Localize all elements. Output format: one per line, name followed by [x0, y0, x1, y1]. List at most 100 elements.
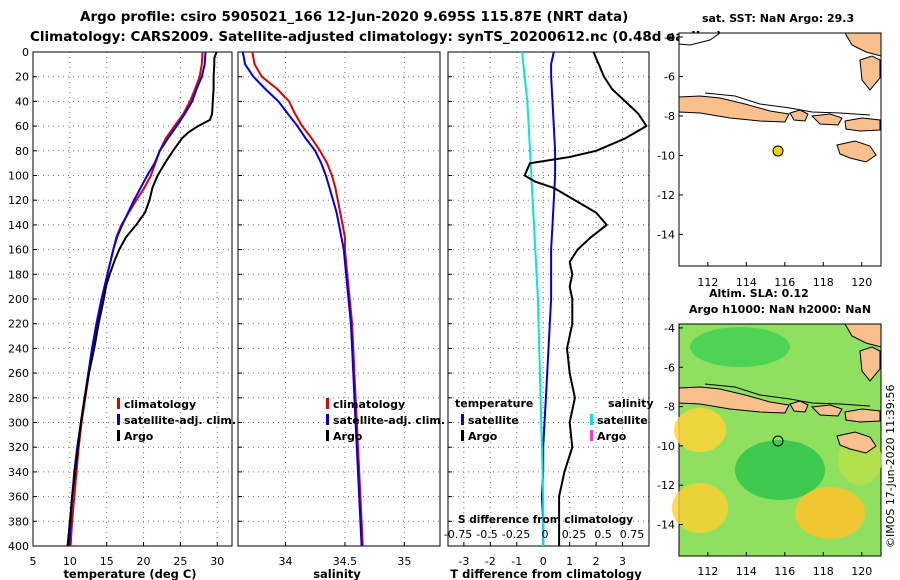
title-line-2: Climatology: CARS2009. Satellite-adjuste…	[30, 29, 722, 45]
kalimantan-shape	[844, 32, 882, 57]
bali-island-shape	[789, 109, 809, 122]
y-tick-label: 160	[8, 244, 29, 257]
y-tick-label: 0	[22, 46, 29, 59]
map-y-tick-label: -8	[664, 110, 675, 123]
y-tick-label: 60	[15, 120, 29, 133]
legend-swatch-satellite	[117, 414, 120, 425]
sumba-island-shape	[836, 140, 877, 163]
map-y-tick-label: -6	[664, 70, 675, 83]
sla-blob-west	[674, 408, 726, 452]
temperature-legend: climatology satellite-adj. clim. Argo	[117, 398, 236, 443]
sdiff-tick-label: 0.5	[594, 528, 612, 541]
kalimantan-shape	[844, 323, 882, 348]
legend-swatch-s-satellite	[590, 414, 593, 425]
sst-map: 112 114 116 118 120 -4 -6 -8 -10 -12 -14	[657, 31, 882, 289]
sdiff-tick-label: -0.75	[444, 528, 472, 541]
x-tick-label: 5	[30, 555, 37, 568]
lombok-island-shape	[810, 404, 843, 417]
legend-swatch-climatology	[326, 398, 329, 409]
map-x-tick-label: 120	[851, 565, 872, 578]
x-tick-label: 1	[566, 555, 573, 568]
sla-blob-southeast	[795, 487, 865, 539]
sla-argo-dot	[772, 435, 784, 447]
y-tick-label: 180	[8, 268, 29, 281]
series-line-climatology	[251, 52, 364, 546]
y-tick-label: 200	[8, 293, 29, 306]
sla-blob-center	[735, 440, 825, 500]
map-x-tick-label: 112	[697, 276, 718, 289]
sumba-island-shape	[836, 431, 877, 454]
legend-salinity-heading: salinity	[608, 397, 654, 410]
y-tick-label: 400	[8, 540, 29, 553]
legend-swatch-climatology	[117, 398, 120, 409]
difference-xlabel: T difference from climatology	[450, 567, 642, 580]
grid-lines	[32, 52, 649, 546]
y-tick-label: 20	[15, 71, 29, 84]
x-tick-label: 0	[540, 555, 547, 568]
sst-coastline	[704, 92, 871, 116]
sla-blob-southwest	[672, 483, 728, 533]
sst-map-title: sat. SST: NaN Argo: 29.3	[702, 12, 854, 25]
legend-climatology: climatology	[333, 398, 405, 411]
sumbawa-island-shape	[844, 117, 881, 132]
sdiff-tick-label: 0.25	[562, 528, 587, 541]
sla-field	[672, 327, 882, 539]
y-tick-label: 320	[8, 441, 29, 454]
salinity-xlabel: salinity	[313, 567, 361, 580]
sla-subtitle: Altim. SLA: 0.12	[709, 287, 809, 300]
map-x-tick-label: 118	[813, 276, 834, 289]
difference-legend: temperature satellite Argo salinity sate…	[455, 397, 654, 443]
x-tick-label: 35	[397, 555, 411, 568]
map-x-tick-label: 114	[736, 276, 757, 289]
temperature-xlabel: temperature (deg C)	[63, 567, 196, 580]
x-tick-label: 3	[619, 555, 626, 568]
x-tick-label: 25	[173, 555, 187, 568]
sla-blob-north	[690, 327, 790, 367]
temperature-series	[66, 52, 218, 546]
x-tick-label: 15	[100, 555, 114, 568]
series-line-satellite-adj-clim-	[68, 52, 207, 546]
y-tick-label: 120	[8, 194, 29, 207]
title-line-1: Argo profile: csiro 5905021_166 12-Jun-2…	[80, 9, 628, 25]
map-y-tick-label: -4	[664, 322, 675, 335]
map-y-tick-label: -14	[657, 228, 675, 241]
sla-map: 112 114 116 118 120 -4 -6 -8 -10 -12 -14	[657, 322, 882, 578]
y-tick-label: 80	[15, 145, 29, 158]
sdiff-title: S difference from climatology	[458, 514, 633, 526]
y-tick-label: 360	[8, 491, 29, 504]
sdiff-tick-labels: -0.75 -0.5 -0.25 0 0.25 0.5 0.75	[444, 528, 644, 541]
sst-coast-shape	[678, 32, 722, 46]
series-line-climatology	[69, 52, 204, 546]
legend-s-satellite: satellite	[597, 414, 648, 427]
map-x-tick-label: 120	[851, 276, 872, 289]
series-line-satellite-adj-clim-	[241, 52, 363, 546]
bali-island-shape	[789, 400, 809, 413]
x-tick-label: 30	[210, 555, 224, 568]
legend-swatch-t-argo	[461, 430, 464, 441]
y-tick-label: 100	[8, 170, 29, 183]
sdiff-tick-label: -0.5	[476, 528, 497, 541]
sst-land	[678, 32, 882, 163]
sst-argo-dot	[772, 145, 784, 157]
java-island-shape	[678, 386, 790, 414]
y-tick-label: 140	[8, 219, 29, 232]
sla-land	[678, 323, 882, 454]
difference-series	[521, 52, 648, 546]
legend-swatch-satellite	[326, 414, 329, 425]
x-tick-label: 2	[593, 555, 600, 568]
y-tick-label: 340	[8, 466, 29, 479]
h-map-title: Argo h1000: NaN h2000: NaN	[689, 303, 871, 316]
map-y-tick-label: -14	[657, 519, 675, 532]
legend-satellite-adj: satellite-adj. clim.	[124, 414, 236, 427]
sulawesi-shape	[859, 346, 881, 382]
legend-argo: Argo	[333, 430, 363, 443]
y-tick-label: 240	[8, 342, 29, 355]
lombok-island-shape	[810, 113, 843, 126]
legend-swatch-argo	[326, 430, 329, 441]
x-tick-label: 34.5	[333, 555, 358, 568]
x-tick-label: 20	[137, 555, 151, 568]
java-island-shape	[678, 95, 790, 123]
sdiff-tick-label: -0.25	[502, 528, 530, 541]
map-x-tick-label: 116	[774, 276, 795, 289]
legend-argo: Argo	[124, 430, 154, 443]
